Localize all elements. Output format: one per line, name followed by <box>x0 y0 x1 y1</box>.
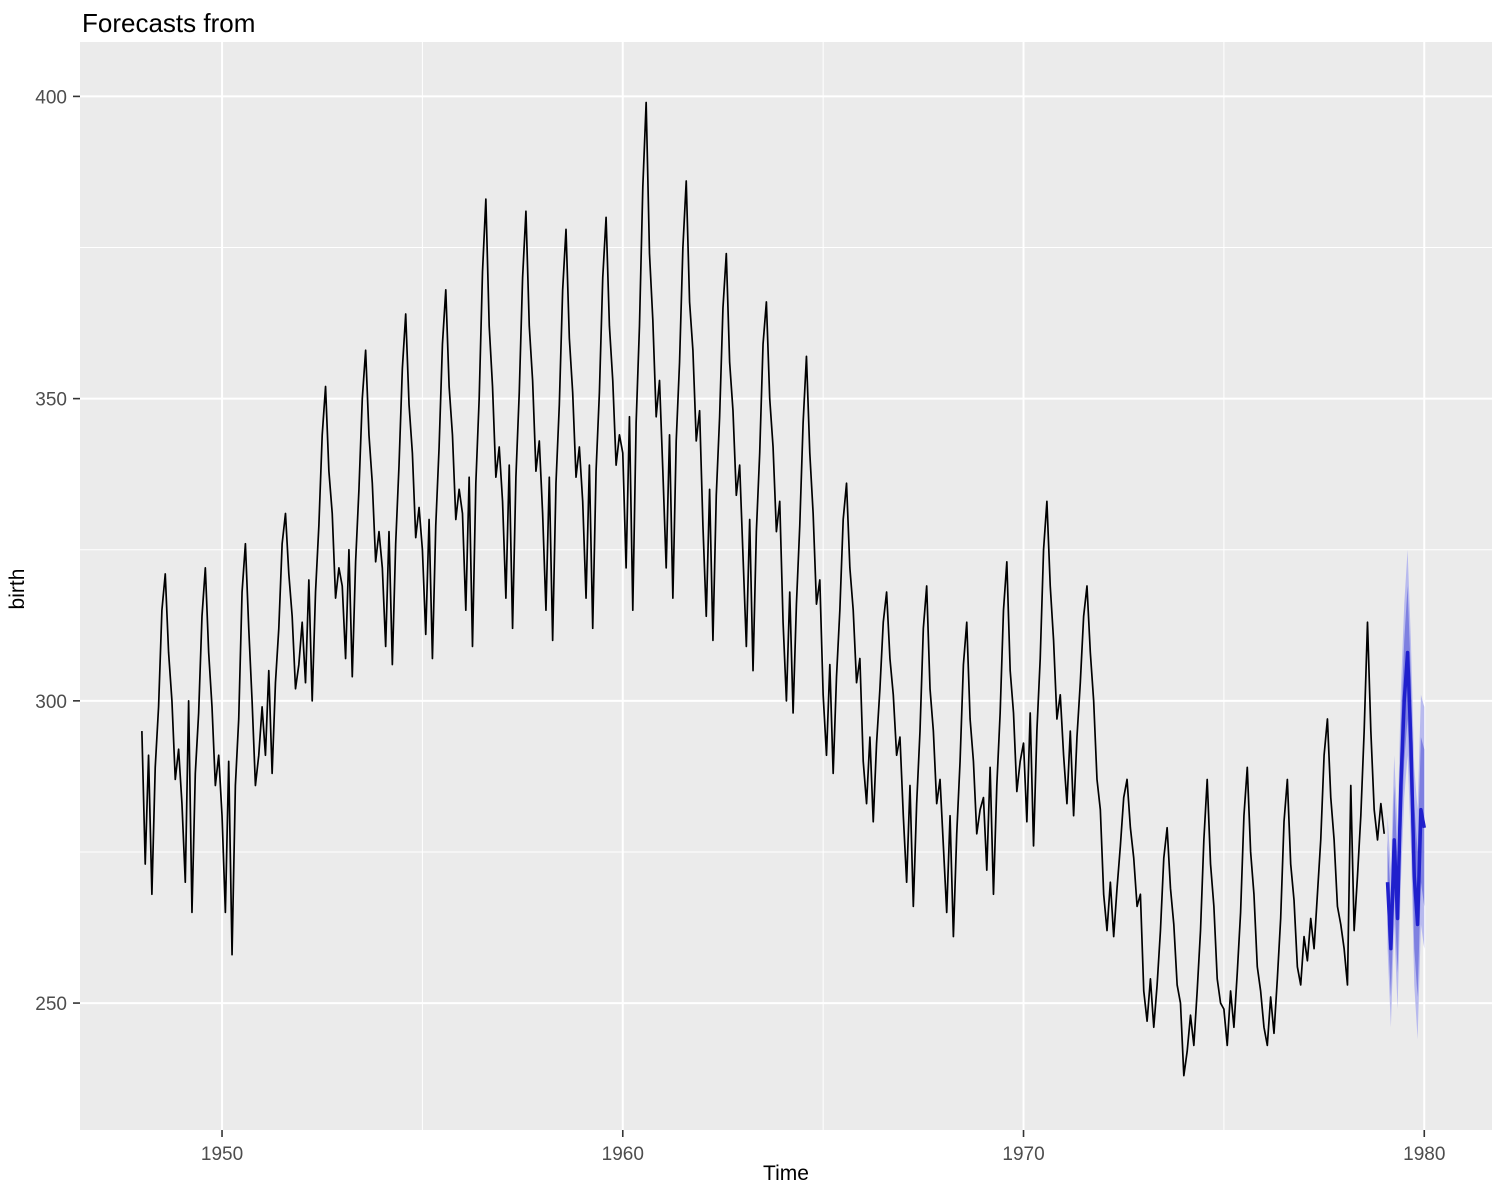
panel-background <box>80 42 1492 1130</box>
x-tick-label: 1960 <box>602 1144 644 1165</box>
birth-series-line <box>141 101 1386 1077</box>
x-tick-label: 1980 <box>1403 1144 1445 1165</box>
y-tick-label: 300 <box>35 692 67 713</box>
forecast-mean-line <box>1385 650 1426 951</box>
y-tick-label: 350 <box>35 390 67 411</box>
y-axis-title: birth <box>6 568 29 610</box>
x-tick-label: 1950 <box>201 1144 243 1165</box>
x-tick-label: 1970 <box>1002 1144 1044 1165</box>
y-tick-label: 400 <box>35 87 67 108</box>
chart-title: Forecasts from <box>82 8 256 38</box>
y-tick-label: 250 <box>35 994 67 1015</box>
x-axis-title: Time <box>763 1162 809 1185</box>
